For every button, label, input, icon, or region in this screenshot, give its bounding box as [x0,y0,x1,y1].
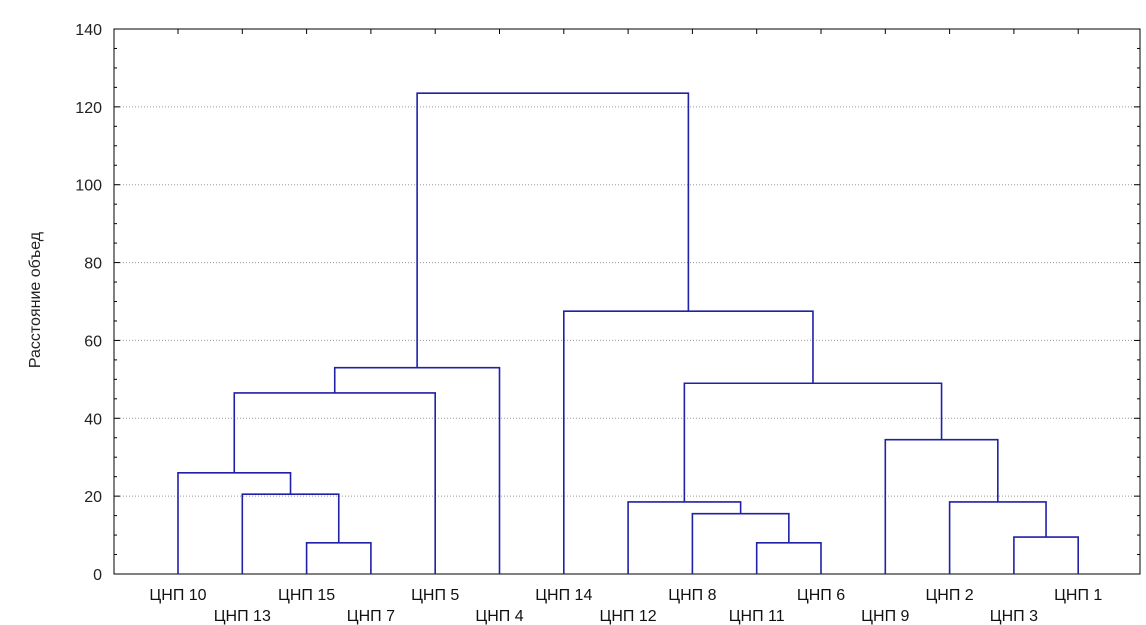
y-axis-title: Расстояние объед [27,231,44,368]
leaf-label: ЦНП 13 [214,608,271,625]
leaf-label: ЦНП 7 [347,608,395,625]
y-tick-label: 60 [84,333,102,350]
leaf-label: ЦНП 4 [475,608,523,625]
cluster-link [755,542,822,574]
cluster-link [948,501,1047,574]
cluster-link [241,493,340,574]
leaf-label: ЦНП 5 [411,587,459,604]
leaf-label: ЦНП 1 [1054,587,1102,604]
grid-lines [114,106,1140,497]
cluster-link [1013,536,1079,574]
leaf-label: ЦНП 10 [149,587,206,604]
y-tick-label: 40 [84,411,102,428]
leaf-label: ЦНП 14 [535,587,592,604]
cluster-link [305,542,372,574]
leaf-label: ЦНП 3 [990,608,1038,625]
y-tick-label: 120 [75,100,102,117]
leaf-label: ЦНП 2 [925,587,973,604]
leaf-labels: ЦНП 10 ЦНП 13 ЦНП 15 ЦНП 7 ЦНП 5 ЦНП 4 ЦНП 14 Ц… [149,587,1102,625]
y-tick-label: 0 [93,567,102,584]
leaf-label: ЦНП 9 [861,608,909,625]
leaf-label: ЦНП 8 [668,587,716,604]
cluster-link [627,501,742,574]
y-axis: 0 20 40 60 80 100 120 140 [75,22,1140,584]
cluster-link [683,382,943,502]
y-tick-label: 80 [84,256,102,273]
leaf-label: ЦНП 6 [797,587,845,604]
plot-frame [113,28,1141,575]
y-tick-label: 100 [75,178,102,195]
cluster-link [333,366,501,574]
y-tick-label: 140 [75,22,102,39]
leaf-label: ЦНП 12 [600,608,657,625]
y-tick-label: 20 [84,489,102,506]
leaf-label: ЦНП 15 [278,587,335,604]
cluster-link [416,92,690,368]
cluster-link [691,512,790,574]
dendrogram-branches [177,92,1079,574]
cluster-link [233,392,436,574]
cluster-link [563,310,814,574]
leaf-label: ЦНП 11 [729,608,785,625]
cluster-link [177,471,292,574]
cluster-link [884,438,999,574]
